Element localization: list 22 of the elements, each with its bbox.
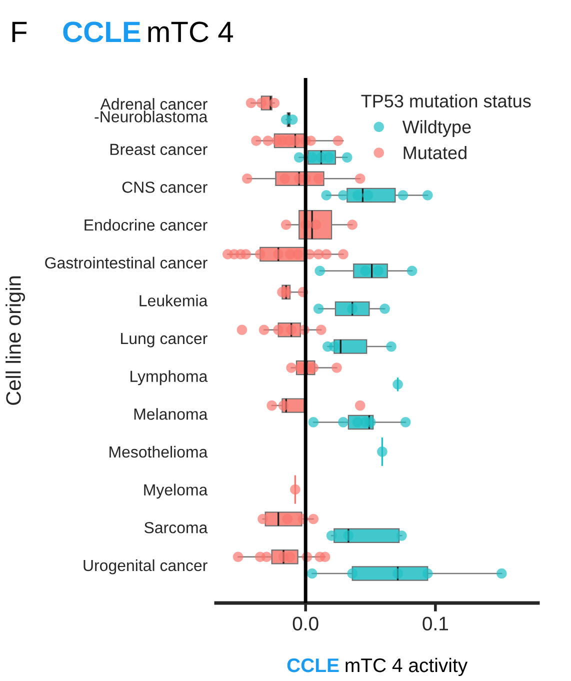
y-tick-label: Mesothelioma — [110, 446, 208, 458]
y-tick-label: Endocrine cancer — [84, 218, 208, 231]
y-tick-label: Lung cancer — [121, 333, 208, 348]
y-tick-label: Gastrointestinal cancer — [45, 256, 208, 269]
x-tick-label: 0.0 — [292, 616, 318, 630]
legend-label: Mutated — [404, 146, 466, 160]
y-tick-label: Melanoma — [134, 408, 208, 420]
y-tick-label: Sarcoma — [144, 522, 208, 534]
x-axis-title: CCLE mTC 4 activity — [287, 658, 468, 676]
y-tick-label: Lymphoma — [130, 370, 208, 386]
y-tick-label: Urogenital cancer — [84, 559, 208, 574]
y-axis-title: Cell line origin — [6, 276, 25, 405]
text: F — [12, 22, 27, 42]
legend-title: TP53 mutation status — [361, 94, 531, 108]
x-tick-label: 0.1 — [422, 616, 448, 630]
chart-title: CCLE mTC 4 — [63, 22, 234, 42]
legend-label: Wildtype — [402, 120, 471, 137]
y-tick-label: Adrenal cancer -Neuroblastoma — [94, 98, 208, 122]
y-tick-label: Myeloma — [144, 484, 208, 499]
y-tick-label: Leukemia — [140, 294, 208, 306]
y-tick-label: CNS cancer — [122, 182, 208, 193]
y-tick-label: Breast cancer — [110, 144, 208, 156]
